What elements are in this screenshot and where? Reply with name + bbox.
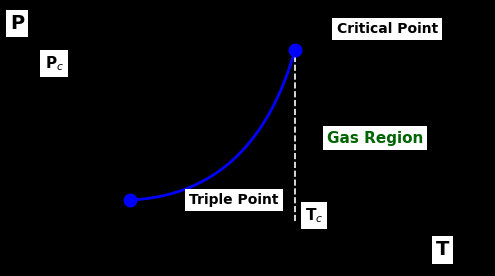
Text: Triple Point: Triple Point: [190, 193, 279, 207]
Text: T: T: [436, 240, 449, 259]
Text: Gas Region: Gas Region: [327, 131, 423, 145]
Text: T$_c$: T$_c$: [305, 206, 323, 225]
Text: Critical Point: Critical Point: [337, 22, 438, 36]
Text: P$_c$: P$_c$: [45, 54, 63, 73]
Text: P: P: [10, 14, 24, 33]
